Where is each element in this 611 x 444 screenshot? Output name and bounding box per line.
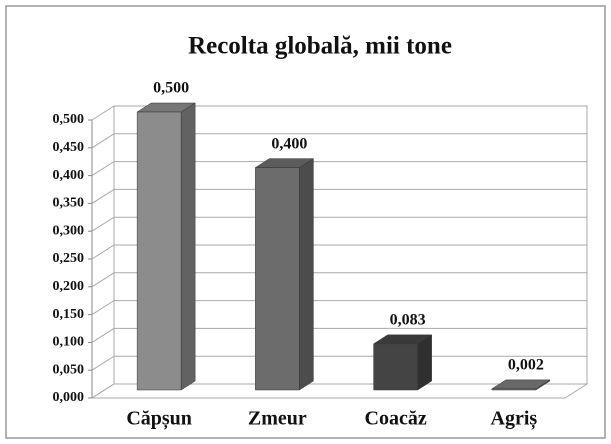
grid-line <box>91 188 587 204</box>
grid-line <box>91 244 587 260</box>
grid-line <box>91 272 587 288</box>
bar <box>254 158 315 391</box>
grid-line <box>91 133 587 149</box>
data-label: 0,500 <box>153 80 189 97</box>
y-tick-label: 0,450 <box>53 140 85 155</box>
bar-side <box>417 334 432 391</box>
data-label: 0,002 <box>508 357 544 374</box>
x-tick-label: Agriș <box>491 408 538 431</box>
bar <box>136 102 196 391</box>
y-tick-label: 0,250 <box>53 251 85 266</box>
bar-front <box>136 111 182 391</box>
grid-line <box>91 383 587 399</box>
bar <box>491 379 551 391</box>
bar-front <box>255 167 300 391</box>
y-tick-label: 0,150 <box>53 307 85 322</box>
grid-line <box>91 161 587 177</box>
grid-line <box>91 300 587 316</box>
bar-front <box>491 388 537 391</box>
bar-front <box>373 343 418 391</box>
chart-title: Recolta globală, mii tone <box>188 33 452 60</box>
x-tick-label: Coacăz <box>365 408 427 430</box>
y-tick-label: 0,100 <box>53 335 85 350</box>
bar-side <box>180 102 196 391</box>
data-label: 0,083 <box>390 312 426 329</box>
grid-line <box>91 105 587 121</box>
y-tick-label: 0,400 <box>53 168 85 183</box>
x-tick-label: Căpșun <box>126 408 192 431</box>
y-tick-label: 0,300 <box>53 223 85 238</box>
data-label: 0,400 <box>271 135 307 152</box>
y-tick-label: 0,050 <box>53 362 85 377</box>
y-tick-label: 0,500 <box>53 112 85 127</box>
x-tick-label: Zmeur <box>248 408 307 430</box>
y-tick-label: 0,350 <box>53 196 85 211</box>
bar <box>372 334 433 391</box>
y-tick-label: 0,000 <box>53 390 85 405</box>
bar-side <box>299 158 314 391</box>
grid-line <box>91 216 587 232</box>
grid-line <box>91 327 587 343</box>
y-tick-label: 0,200 <box>53 279 85 294</box>
